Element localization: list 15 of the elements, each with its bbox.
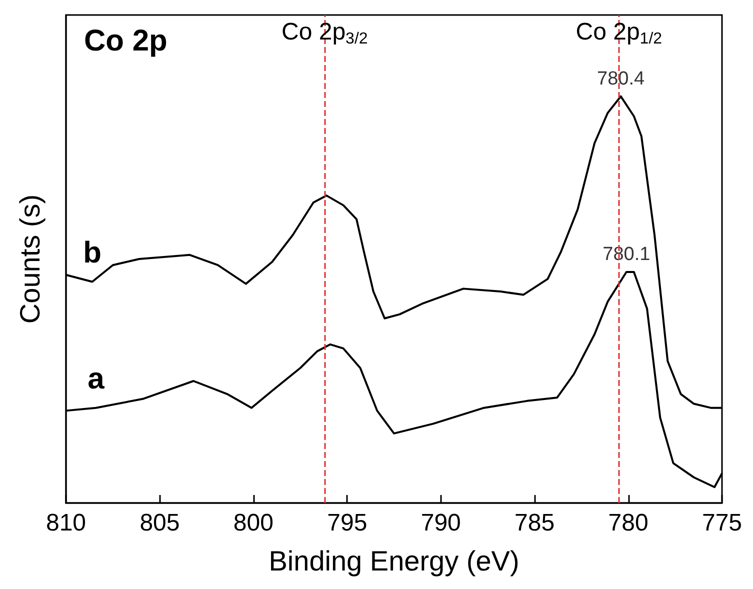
x-tick-label: 805 bbox=[140, 510, 180, 536]
y-axis-title: Counts (s) bbox=[14, 194, 46, 324]
series-label: a bbox=[88, 362, 105, 396]
x-axis-title: Binding Energy (eV) bbox=[268, 546, 520, 576]
x-tick-label: 775 bbox=[702, 510, 742, 536]
x-tick-label: 790 bbox=[420, 510, 461, 536]
x-tick-label: 780 bbox=[608, 510, 648, 536]
x-tick-label: 800 bbox=[233, 510, 274, 536]
x-tick-label: 785 bbox=[514, 510, 555, 536]
annotation: 780.1 bbox=[602, 244, 650, 266]
series-label: b bbox=[83, 236, 102, 270]
x-tick-label: 810 bbox=[46, 510, 86, 536]
x-tick-label: 795 bbox=[327, 510, 368, 536]
annotation: 780.4 bbox=[597, 68, 645, 90]
text: Co 2p bbox=[84, 24, 168, 58]
